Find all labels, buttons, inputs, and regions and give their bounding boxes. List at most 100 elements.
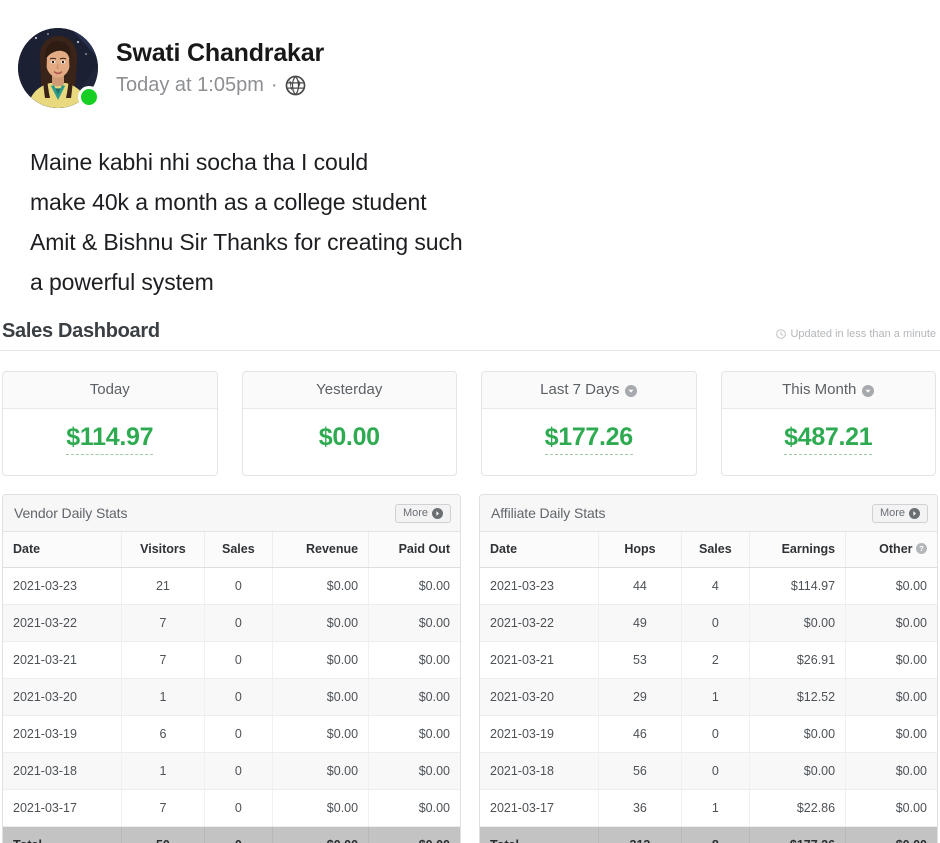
cell-date: 2021-03-19 bbox=[3, 715, 122, 753]
cell-visitors: 7 bbox=[121, 604, 205, 642]
cell-earnings: $26.91 bbox=[749, 641, 846, 679]
cell-date: 2021-03-17 bbox=[480, 789, 599, 827]
cell-date: 2021-03-23 bbox=[3, 567, 122, 605]
table-header-row: Date Visitors Sales Revenue Paid Out bbox=[3, 532, 460, 568]
cell-other: $0.00 bbox=[845, 678, 937, 716]
column-header-earnings[interactable]: Earnings bbox=[749, 532, 846, 568]
column-header-sales[interactable]: Sales bbox=[203, 532, 273, 568]
cell-total-visitors: 50 bbox=[121, 826, 205, 843]
cell-earnings: $0.00 bbox=[749, 752, 846, 790]
cell-sales: 0 bbox=[203, 789, 273, 827]
cell-hops: 29 bbox=[598, 678, 682, 716]
column-header-other[interactable]: Other ? bbox=[845, 532, 937, 568]
stat-cards: Today $114.97 Yesterday $0.00 Last 7 Day… bbox=[0, 351, 940, 476]
question-circle-icon[interactable]: ? bbox=[916, 543, 927, 554]
chevron-right-icon bbox=[432, 507, 443, 519]
cell-paid-out: $0.00 bbox=[368, 789, 460, 827]
post-text-line: a powerful system bbox=[30, 269, 214, 295]
cell-earnings: $0.00 bbox=[749, 715, 846, 753]
cell-revenue: $0.00 bbox=[272, 604, 369, 642]
globe-icon[interactable] bbox=[285, 75, 306, 96]
column-header-visitors[interactable]: Visitors bbox=[121, 532, 205, 568]
chevron-down-icon[interactable] bbox=[862, 384, 875, 397]
cell-sales: 2 bbox=[680, 641, 750, 679]
cell-revenue: $0.00 bbox=[272, 715, 369, 753]
cell-total-paid-out: $0.00 bbox=[368, 826, 460, 843]
chevron-down-icon[interactable] bbox=[625, 384, 638, 397]
svg-text:?: ? bbox=[919, 544, 924, 553]
cell-sales: 1 bbox=[680, 678, 750, 716]
stat-card-body: $114.97 bbox=[3, 409, 217, 475]
table-row: 2021-03-20 1 0 $0.00 $0.00 bbox=[3, 678, 460, 716]
column-header-date[interactable]: Date bbox=[3, 532, 122, 568]
post-text-line: make 40k a month as a college student bbox=[30, 189, 427, 215]
cell-hops: 46 bbox=[598, 715, 682, 753]
panel-title: Vendor Daily Stats bbox=[14, 505, 128, 521]
stats-panels: Vendor Daily Stats More bbox=[0, 476, 940, 843]
more-label: More bbox=[402, 506, 428, 519]
cell-total-sales: 0 bbox=[203, 826, 273, 843]
affiliate-table-body: 2021-03-23 44 4 $114.97 $0.00 2021-03-22… bbox=[480, 567, 937, 843]
stat-card-value[interactable]: $0.00 bbox=[318, 423, 380, 451]
post-timestamp[interactable]: Today at 1:05pm bbox=[116, 74, 264, 97]
cell-other: $0.00 bbox=[845, 641, 937, 679]
cell-hops: 49 bbox=[598, 604, 682, 642]
cell-total-label: Total bbox=[480, 826, 599, 843]
cell-visitors: 7 bbox=[121, 789, 205, 827]
cell-paid-out: $0.00 bbox=[368, 604, 460, 642]
cell-date: 2021-03-20 bbox=[3, 678, 122, 716]
cell-sales: 0 bbox=[203, 604, 273, 642]
cell-visitors: 7 bbox=[121, 641, 205, 679]
cell-sales: 0 bbox=[680, 604, 750, 642]
cell-visitors: 21 bbox=[121, 567, 205, 605]
cell-visitors: 6 bbox=[121, 715, 205, 753]
cell-paid-out: $0.00 bbox=[368, 641, 460, 679]
column-header-date[interactable]: Date bbox=[480, 532, 599, 568]
cell-date: 2021-03-23 bbox=[480, 567, 599, 605]
column-header-revenue[interactable]: Revenue bbox=[272, 532, 369, 568]
vendor-more-button[interactable]: More bbox=[394, 503, 451, 523]
online-status-indicator bbox=[78, 86, 100, 108]
post-text: Maine kabhi nhi socha tha I could make 4… bbox=[0, 118, 940, 302]
table-row: 2021-03-23 21 0 $0.00 $0.00 bbox=[3, 567, 460, 605]
stat-card-yesterday[interactable]: Yesterday $0.00 bbox=[241, 371, 457, 476]
post-text-line: Maine kabhi nhi socha tha I could bbox=[30, 149, 369, 175]
affiliate-more-button[interactable]: More bbox=[871, 503, 928, 523]
avatar[interactable] bbox=[18, 28, 100, 108]
cell-sales: 0 bbox=[203, 641, 273, 679]
stat-card-value[interactable]: $177.26 bbox=[544, 423, 633, 455]
stat-card-label: Today bbox=[89, 381, 130, 398]
cell-sales: 0 bbox=[680, 715, 750, 753]
table-header-row: Date Hops Sales Earnings Other ? bbox=[480, 532, 937, 568]
post-text-line: Amit & Bishnu Sir Thanks for creating su… bbox=[30, 229, 463, 255]
column-header-paid-out[interactable]: Paid Out bbox=[368, 532, 460, 568]
stat-card-header: Last 7 Days bbox=[482, 372, 696, 409]
stat-card-last-7-days[interactable]: Last 7 Days $177.26 bbox=[481, 371, 697, 476]
post-author-name[interactable]: Swati Chandrakar bbox=[116, 38, 324, 67]
cell-sales: 0 bbox=[680, 752, 750, 790]
table-row: 2021-03-17 7 0 $0.00 $0.00 bbox=[3, 789, 460, 827]
stat-card-value[interactable]: $114.97 bbox=[66, 423, 153, 455]
stat-card-this-month[interactable]: This Month $487.21 bbox=[720, 371, 936, 476]
cell-other: $0.00 bbox=[845, 715, 937, 753]
cell-total-hops: 313 bbox=[598, 826, 682, 843]
cell-paid-out: $0.00 bbox=[368, 567, 460, 605]
cell-date: 2021-03-18 bbox=[480, 752, 599, 790]
cell-revenue: $0.00 bbox=[272, 789, 369, 827]
stat-card-today[interactable]: Today $114.97 bbox=[2, 371, 218, 476]
table-row: 2021-03-21 53 2 $26.91 $0.00 bbox=[480, 641, 937, 679]
page-title: Sales Dashboard bbox=[2, 320, 160, 342]
panel-header: Vendor Daily Stats More bbox=[3, 495, 460, 532]
cell-date: 2021-03-21 bbox=[480, 641, 599, 679]
clock-icon bbox=[776, 329, 787, 339]
cell-sales: 0 bbox=[203, 715, 273, 753]
column-header-hops[interactable]: Hops bbox=[598, 532, 682, 568]
cell-date: 2021-03-17 bbox=[3, 789, 122, 827]
vendor-table-body: 2021-03-23 21 0 $0.00 $0.00 2021-03-22 7… bbox=[3, 567, 460, 843]
cell-hops: 53 bbox=[598, 641, 682, 679]
table-row: 2021-03-22 49 0 $0.00 $0.00 bbox=[480, 604, 937, 642]
table-row: 2021-03-18 56 0 $0.00 $0.00 bbox=[480, 752, 937, 790]
stat-card-value[interactable]: $487.21 bbox=[784, 423, 873, 455]
avatar-photo[interactable] bbox=[18, 28, 98, 108]
column-header-sales[interactable]: Sales bbox=[680, 532, 750, 568]
